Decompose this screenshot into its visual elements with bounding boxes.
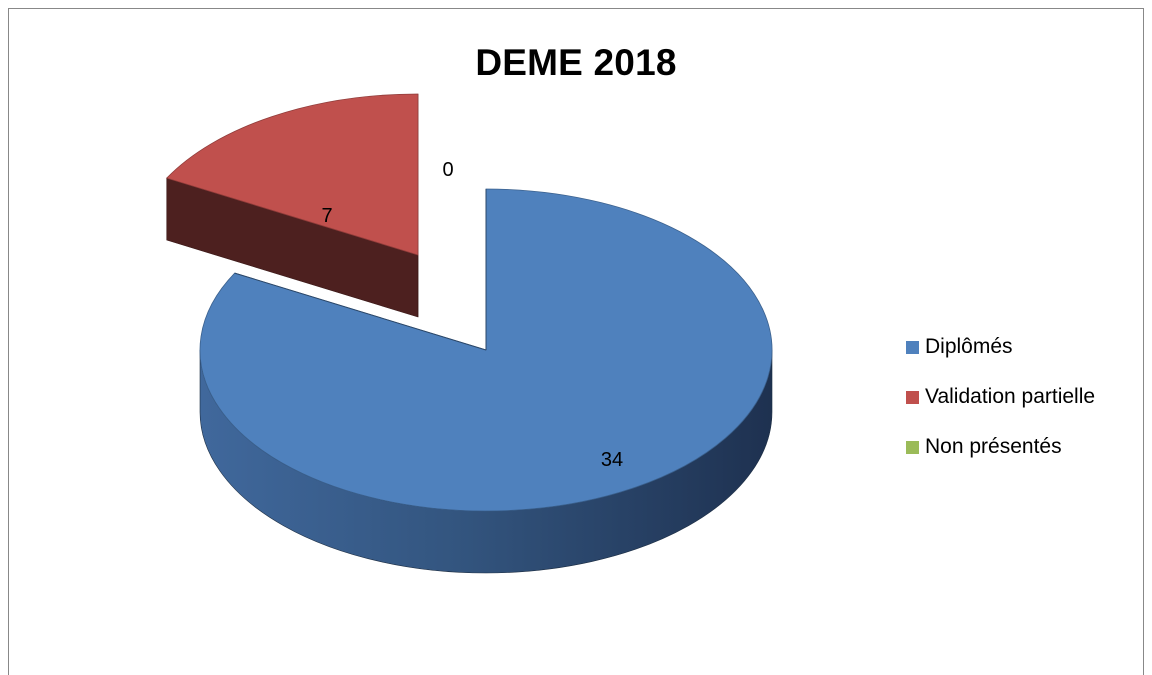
- pie-slice-diplomes: [199, 188, 773, 574]
- legend-swatch: [906, 340, 919, 354]
- legend-label: Non présentés: [925, 435, 1062, 458]
- data-label-non-presentes: 0: [442, 159, 453, 181]
- legend-swatch: [906, 390, 919, 404]
- chart-title: DEME 2018: [475, 42, 677, 83]
- legend-label: Diplômés: [925, 335, 1013, 358]
- legend-item-validation-partielle: Validation partielle: [906, 372, 1095, 422]
- data-label-validation-partielle: 7: [321, 205, 332, 227]
- legend-label: Validation partielle: [925, 385, 1096, 408]
- legend-swatch: [906, 440, 919, 454]
- legend: Diplômés Validation partielle Non présenté…: [906, 322, 1095, 472]
- data-label-diplomes: 34: [601, 449, 623, 471]
- pie-slice-validation-partielle: [166, 93, 419, 318]
- legend-item-non-presentes: Non présentés: [906, 422, 1095, 472]
- legend-item-diplomes: Diplômés: [906, 322, 1095, 372]
